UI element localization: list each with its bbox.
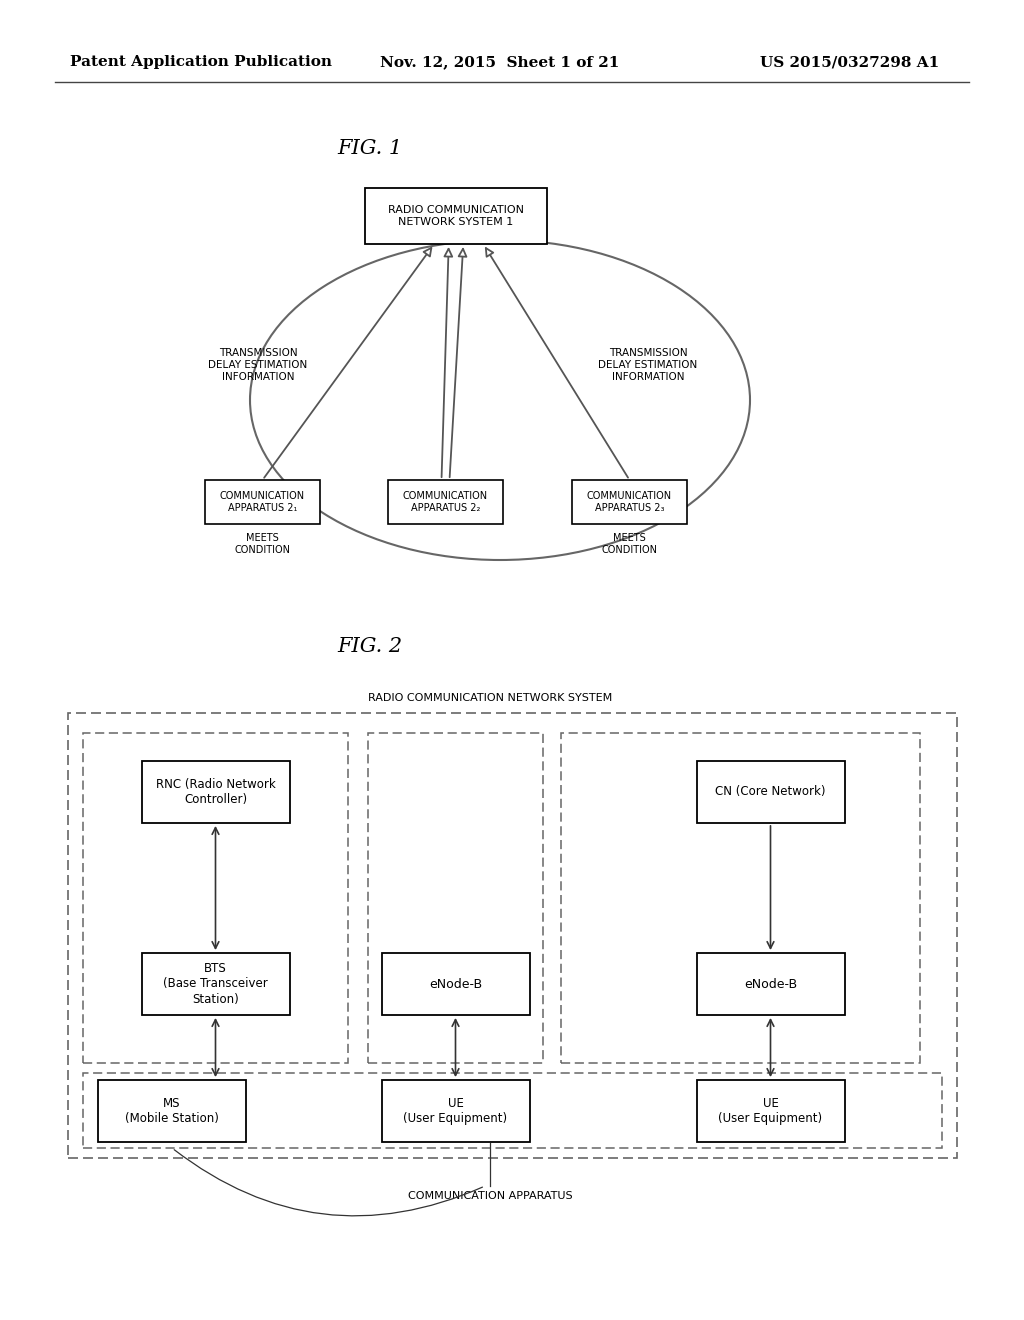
- Text: eNode-B: eNode-B: [429, 978, 482, 990]
- Text: Patent Application Publication: Patent Application Publication: [70, 55, 332, 69]
- Text: Nov. 12, 2015  Sheet 1 of 21: Nov. 12, 2015 Sheet 1 of 21: [380, 55, 620, 69]
- Text: MEETS
CONDITION: MEETS CONDITION: [601, 533, 657, 554]
- Text: RADIO COMMUNICATION NETWORK SYSTEM: RADIO COMMUNICATION NETWORK SYSTEM: [368, 693, 612, 704]
- FancyBboxPatch shape: [388, 480, 503, 524]
- Text: UE
(User Equipment): UE (User Equipment): [719, 1097, 822, 1125]
- FancyBboxPatch shape: [205, 480, 319, 524]
- Text: FIG. 2: FIG. 2: [338, 636, 402, 656]
- Text: TRANSMISSION
DELAY ESTIMATION
INFORMATION: TRANSMISSION DELAY ESTIMATION INFORMATIO…: [208, 348, 307, 381]
- Text: UE
(User Equipment): UE (User Equipment): [403, 1097, 508, 1125]
- FancyBboxPatch shape: [696, 762, 845, 822]
- Text: COMMUNICATION
APPARATUS 2₃: COMMUNICATION APPARATUS 2₃: [587, 491, 672, 512]
- FancyBboxPatch shape: [696, 1080, 845, 1142]
- Text: BTS
(Base Transceiver
Station): BTS (Base Transceiver Station): [163, 962, 268, 1006]
- FancyBboxPatch shape: [365, 187, 547, 244]
- Text: MEETS
CONDITION: MEETS CONDITION: [234, 533, 291, 554]
- Text: RNC (Radio Network
Controller): RNC (Radio Network Controller): [156, 777, 275, 807]
- Text: CN (Core Network): CN (Core Network): [715, 785, 825, 799]
- Text: eNode-B: eNode-B: [744, 978, 797, 990]
- FancyBboxPatch shape: [696, 953, 845, 1015]
- Text: TRANSMISSION
DELAY ESTIMATION
INFORMATION: TRANSMISSION DELAY ESTIMATION INFORMATIO…: [598, 348, 697, 381]
- Text: US 2015/0327298 A1: US 2015/0327298 A1: [760, 55, 939, 69]
- Text: RADIO COMMUNICATION
NETWORK SYSTEM 1: RADIO COMMUNICATION NETWORK SYSTEM 1: [388, 205, 524, 227]
- Text: COMMUNICATION
APPARATUS 2₁: COMMUNICATION APPARATUS 2₁: [220, 491, 305, 512]
- FancyBboxPatch shape: [382, 953, 529, 1015]
- Text: COMMUNICATION APPARATUS: COMMUNICATION APPARATUS: [408, 1191, 572, 1201]
- FancyBboxPatch shape: [98, 1080, 246, 1142]
- FancyBboxPatch shape: [141, 953, 290, 1015]
- Text: MS
(Mobile Station): MS (Mobile Station): [125, 1097, 219, 1125]
- Text: FIG. 1: FIG. 1: [338, 139, 402, 157]
- FancyBboxPatch shape: [141, 762, 290, 822]
- FancyBboxPatch shape: [572, 480, 687, 524]
- Text: COMMUNICATION
APPARATUS 2₂: COMMUNICATION APPARATUS 2₂: [402, 491, 488, 512]
- FancyBboxPatch shape: [382, 1080, 529, 1142]
